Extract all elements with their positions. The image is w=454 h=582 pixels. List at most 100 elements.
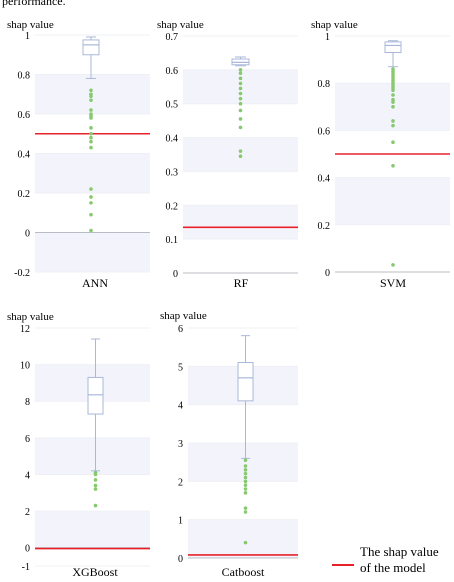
y-tick-label: 8 bbox=[25, 397, 30, 408]
y-tick-label: 0.7 bbox=[166, 32, 179, 43]
y-tick-label: 6 bbox=[25, 434, 30, 445]
y-axis-title: shap value bbox=[7, 19, 54, 31]
outlier-point bbox=[391, 119, 395, 123]
y-tick-label: 0.8 bbox=[18, 71, 31, 82]
x-axis-label: SVM bbox=[380, 276, 406, 290]
y-tick-label: 1 bbox=[25, 31, 30, 42]
x-axis-label: ANN bbox=[82, 276, 108, 290]
outlier-point bbox=[391, 123, 395, 128]
box-iqr bbox=[384, 41, 402, 54]
outlier-point bbox=[89, 131, 93, 136]
outlier-point bbox=[93, 503, 98, 508]
outlier-point bbox=[243, 475, 248, 480]
y-tick-label: 4 bbox=[178, 401, 183, 412]
outlier-point bbox=[93, 478, 98, 482]
y-tick-label: -1 bbox=[22, 562, 30, 573]
outlier-point bbox=[89, 126, 93, 130]
outlier-point bbox=[89, 195, 93, 199]
y-tick-label: 0.4 bbox=[318, 174, 331, 185]
outlier-point bbox=[238, 96, 243, 101]
outlier-point bbox=[89, 108, 93, 112]
outlier-point bbox=[238, 125, 243, 130]
y-tick-label: 5 bbox=[178, 362, 183, 373]
outlier-point bbox=[391, 100, 395, 104]
outlier-point bbox=[89, 139, 93, 144]
y-tick-label: 0.2 bbox=[166, 201, 179, 212]
y-tick-label: 1 bbox=[325, 32, 330, 43]
outlier-point bbox=[243, 506, 248, 510]
y-tick-label: 10 bbox=[20, 361, 30, 372]
plot-band bbox=[335, 177, 450, 225]
outlier-point bbox=[238, 68, 243, 72]
y-tick-label: 2 bbox=[178, 477, 183, 488]
outlier-point bbox=[243, 479, 248, 484]
outlier-point bbox=[238, 101, 243, 106]
y-tick-label: 0.2 bbox=[318, 221, 331, 232]
outlier-point bbox=[238, 91, 243, 96]
outlier-point bbox=[238, 76, 243, 81]
legend-label-line2: of the model bbox=[360, 560, 426, 575]
outlier-point bbox=[89, 228, 93, 233]
plot-band bbox=[35, 153, 150, 193]
legend-label-line1: The shap value bbox=[360, 544, 439, 559]
outlier-point bbox=[243, 510, 248, 514]
y-tick-label: -0.2 bbox=[14, 268, 30, 279]
outlier-point bbox=[238, 117, 243, 121]
y-axis-title: shap value bbox=[157, 19, 204, 31]
outlier-point bbox=[93, 487, 98, 491]
y-tick-label: 0 bbox=[173, 269, 178, 280]
outlier-point bbox=[391, 140, 395, 144]
y-axis-title: shap value bbox=[160, 310, 207, 322]
y-axis-title: shap value bbox=[7, 311, 54, 323]
box-iqr bbox=[82, 39, 100, 56]
intro-text: performance. bbox=[2, 0, 66, 8]
plot-band bbox=[35, 511, 150, 548]
outlier-point bbox=[89, 88, 93, 93]
box-iqr bbox=[87, 376, 104, 415]
y-tick-label: 0.4 bbox=[18, 150, 31, 161]
outlier-point bbox=[89, 135, 93, 140]
outlier-point bbox=[89, 187, 93, 191]
y-tick-label: 0.3 bbox=[166, 167, 179, 178]
plot-band bbox=[188, 519, 298, 558]
y-tick-label: 0.8 bbox=[318, 79, 331, 90]
outlier-point bbox=[243, 487, 248, 491]
outlier-point bbox=[238, 71, 243, 76]
y-tick-label: 6 bbox=[178, 324, 183, 335]
outlier-point bbox=[89, 98, 93, 102]
outlier-point bbox=[238, 81, 243, 86]
y-tick-label: 3 bbox=[178, 439, 183, 450]
outlier-point bbox=[89, 201, 93, 205]
plot-band bbox=[35, 437, 150, 475]
outlier-point bbox=[89, 212, 93, 217]
outlier-point bbox=[391, 263, 395, 267]
outlier-point bbox=[238, 108, 243, 113]
y-tick-label: 0.5 bbox=[166, 100, 179, 111]
outlier-point bbox=[243, 458, 248, 463]
plot-band bbox=[188, 443, 298, 482]
legend-line bbox=[332, 564, 354, 566]
x-axis-label: Catboost bbox=[222, 565, 265, 579]
outlier-point bbox=[89, 116, 93, 120]
outlier-point bbox=[243, 483, 248, 487]
outlier-point bbox=[243, 468, 248, 472]
y-tick-label: 0 bbox=[325, 268, 330, 279]
y-tick-label: 0.6 bbox=[18, 110, 31, 121]
plot-band bbox=[35, 232, 150, 272]
outlier-point bbox=[243, 471, 248, 476]
box-iqr bbox=[237, 362, 254, 402]
y-tick-label: 0.2 bbox=[18, 189, 31, 200]
y-tick-label: 4 bbox=[25, 470, 30, 481]
outlier-point bbox=[238, 149, 243, 153]
y-tick-label: 0.1 bbox=[166, 235, 179, 246]
outlier-point bbox=[243, 540, 248, 545]
outlier-point bbox=[238, 86, 243, 91]
y-tick-label: 1 bbox=[178, 516, 183, 527]
outlier-point bbox=[391, 88, 395, 93]
outlier-point bbox=[238, 154, 243, 158]
outlier-point bbox=[391, 105, 395, 109]
y-axis-title: shap value bbox=[311, 19, 358, 31]
outlier-point bbox=[89, 94, 93, 99]
y-tick-label: 0 bbox=[25, 229, 30, 240]
